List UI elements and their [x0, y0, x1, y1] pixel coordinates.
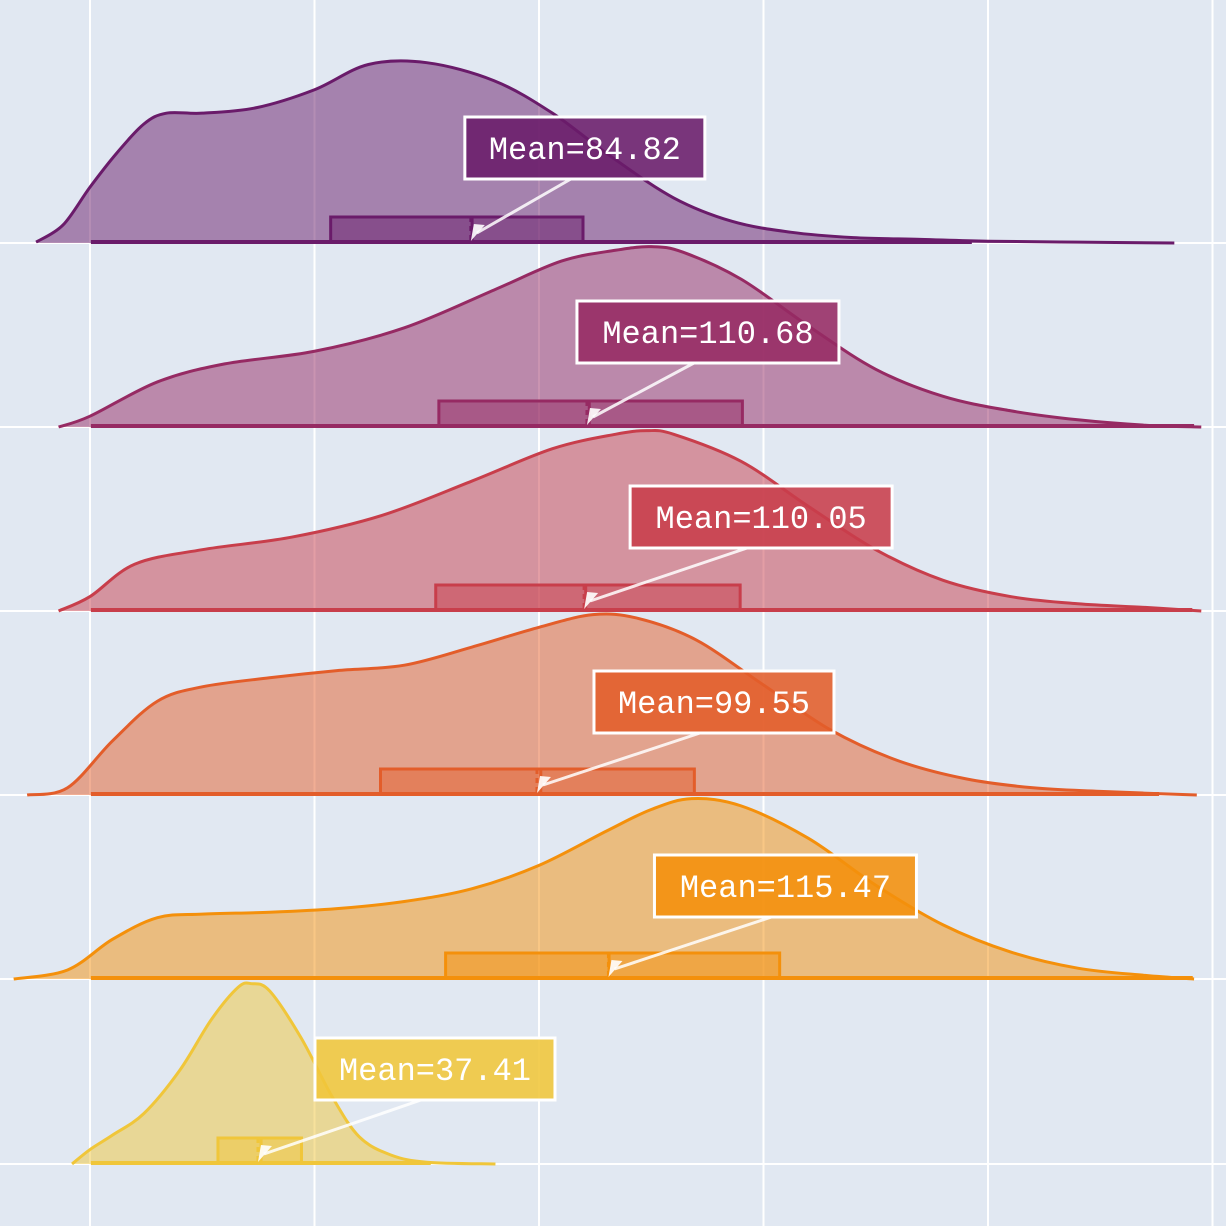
- mean-arrow: [592, 361, 695, 419]
- mean-label: Mean=99.55: [618, 686, 810, 723]
- mean-label: Mean=115.47: [680, 870, 891, 907]
- ridge-group: Mean=37.41: [71, 981, 557, 1166]
- mean-label: Mean=37.41: [339, 1053, 531, 1090]
- density-area: [36, 60, 1175, 243]
- mean-arrowhead: [536, 776, 551, 793]
- mean-label: Mean=84.82: [489, 132, 681, 169]
- mean-label: Mean=110.05: [656, 501, 867, 538]
- density-area: [13, 798, 1195, 979]
- mean-arrow: [263, 1098, 422, 1156]
- density-line: [13, 797, 1195, 981]
- mean-label-box: [592, 669, 836, 735]
- density-area: [72, 982, 496, 1164]
- mean-arrowhead: [608, 960, 623, 977]
- mean-arrowhead: [257, 1145, 272, 1162]
- mean-label-box: [652, 853, 918, 919]
- ridge-group: Mean=115.47: [13, 797, 1195, 981]
- mean-label: Mean=110.68: [602, 316, 813, 353]
- density-line: [35, 59, 1175, 245]
- ridge-group: Mean=110.05: [57, 428, 1202, 613]
- mean-arrowhead: [470, 224, 485, 241]
- mean-label-box: [463, 115, 707, 181]
- ridge-group: Mean=110.68: [58, 245, 1202, 429]
- mean-arrowhead: [586, 408, 601, 425]
- ridge-group: Mean=84.82: [35, 59, 1175, 245]
- mean-label-box: [575, 299, 841, 365]
- mean-arrow: [589, 546, 748, 603]
- mean-label-box: [313, 1036, 557, 1102]
- ridge-group: Mean=99.55: [26, 612, 1197, 797]
- density-line: [26, 612, 1197, 797]
- mean-arrowhead: [584, 592, 599, 609]
- density-line: [57, 428, 1202, 613]
- density-line: [71, 981, 496, 1166]
- ridges-layer: Mean=84.82 Mean=110.68 Mean=110.05 Mean=99.…: [13, 59, 1202, 1166]
- density-line: [58, 245, 1202, 429]
- mean-arrow: [613, 915, 772, 971]
- box: [329, 215, 585, 244]
- mean-label-box: [628, 484, 894, 550]
- mean-arrow: [476, 177, 572, 235]
- mean-arrow: [542, 731, 701, 787]
